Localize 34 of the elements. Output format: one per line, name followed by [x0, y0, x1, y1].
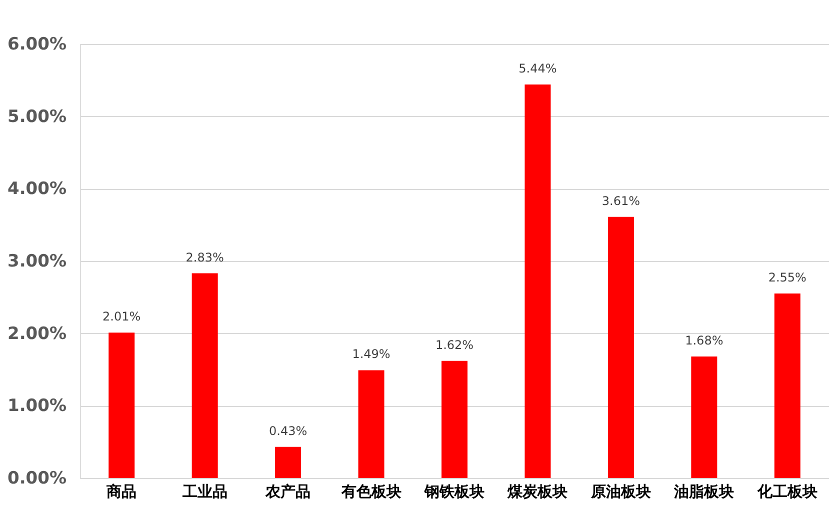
x-tick-label: 原油板块 [590, 482, 651, 500]
x-tick-label: 化工板块 [756, 482, 818, 500]
data-label: 1.49% [352, 347, 390, 362]
y-tick-label: 2.00% [8, 324, 66, 344]
bar [358, 370, 384, 478]
data-label: 2.01% [102, 310, 141, 324]
bar [442, 360, 468, 478]
bar [275, 446, 302, 478]
data-label: 3.61% [602, 194, 640, 208]
x-tick-label: 钢铁板块 [424, 482, 484, 500]
x-tick-label: 工业品 [181, 482, 228, 500]
y-tick-label: 5.00% [8, 106, 66, 127]
bar [608, 216, 634, 478]
data-label: 5.44% [518, 62, 557, 76]
x-tick-label: 油脂板块 [673, 482, 734, 500]
data-label: 2.83% [186, 250, 224, 264]
y-tick-label: 1.00% [8, 396, 66, 416]
x-tick-label: 煤炭板块 [506, 482, 568, 500]
x-tick-label: 农产品 [264, 482, 311, 500]
y-tick-label: 3.00% [8, 252, 66, 272]
x-tick-label: 商品 [106, 482, 137, 500]
y-tick-label: 4.00% [8, 179, 66, 200]
bar [774, 294, 800, 478]
bar [192, 273, 218, 478]
y-tick-label: 0.00% [8, 468, 66, 488]
bar [524, 84, 551, 478]
x-tick-label: 有色板块 [340, 482, 402, 500]
bar [691, 356, 718, 478]
data-label: 0.43% [268, 424, 308, 438]
data-label: 2.55% [768, 270, 806, 285]
data-label: 1.68% [685, 333, 724, 348]
y-tick-label: 6.00% [8, 34, 66, 54]
data-label: 1.62% [435, 338, 474, 352]
bar [108, 332, 135, 478]
